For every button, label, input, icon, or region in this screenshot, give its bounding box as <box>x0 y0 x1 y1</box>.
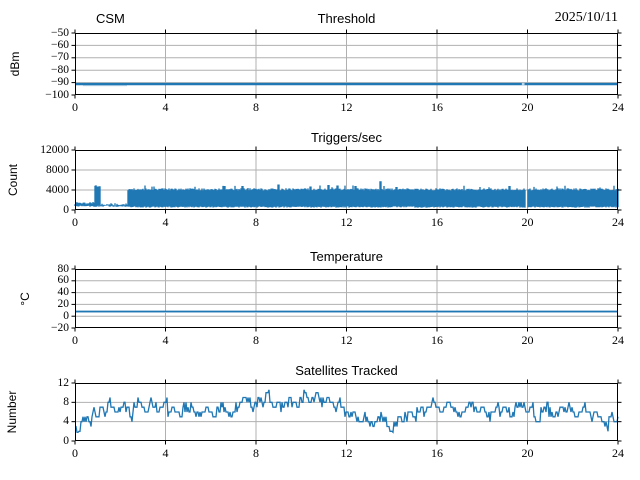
x-tick-label: 12 <box>340 446 353 460</box>
x-tick-label: 16 <box>431 446 443 460</box>
x-tick-label: 0 <box>72 100 78 114</box>
x-tick-label: 8 <box>253 446 259 460</box>
plot3-title: Temperature <box>310 249 383 264</box>
x-tick-label: 20 <box>521 333 534 347</box>
y-tick-label: 4 <box>63 415 69 428</box>
y-tick-label: 12 <box>57 376 70 389</box>
y-tick-label: −50 <box>51 26 69 39</box>
x-tick-label: 4 <box>162 100 169 114</box>
y-tick-label: 8 <box>63 395 69 408</box>
y-tick-label: −90 <box>51 76 69 89</box>
x-tick-label: 12 <box>340 100 353 114</box>
y-tick-label: −80 <box>51 63 69 76</box>
x-tick-label: 24 <box>612 215 624 229</box>
y-tick-label: 8000 <box>46 163 69 176</box>
x-tick-label: 8 <box>253 100 259 114</box>
y-tick-label: 80 <box>57 262 70 275</box>
y-tick-label: 0 <box>63 434 69 447</box>
x-tick-label: 16 <box>431 215 443 229</box>
x-tick-label: 0 <box>72 215 78 229</box>
plot2-title: Triggers/sec <box>310 130 383 145</box>
x-tick-label: 8 <box>253 215 259 229</box>
plot4-title: Satellites Tracked <box>295 363 398 378</box>
x-tick-label: 0 <box>72 333 78 347</box>
y-tick-label: 40 <box>57 286 70 299</box>
y-tick-label: −20 <box>51 321 69 334</box>
x-tick-label: 4 <box>162 333 169 347</box>
x-tick-label: 4 <box>162 215 169 229</box>
y-tick-label: 12000 <box>40 143 69 156</box>
x-tick-label: 16 <box>431 100 443 114</box>
x-tick-label: 24 <box>612 333 624 347</box>
x-tick-label: 24 <box>612 446 624 460</box>
x-tick-label: 24 <box>612 100 624 114</box>
plot2-ylabel: Count <box>6 163 20 197</box>
y-tick-label: −100 <box>45 88 69 101</box>
x-tick-label: 20 <box>521 446 534 460</box>
plot1-ylabel: dBm <box>8 51 22 77</box>
x-tick-label: 8 <box>253 333 259 347</box>
left-title: CSM <box>96 11 125 26</box>
x-tick-label: 4 <box>162 446 169 460</box>
x-tick-label: 20 <box>521 215 534 229</box>
plot4-ylabel: Number <box>5 390 19 434</box>
x-tick-label: 12 <box>340 333 353 347</box>
plot1-title: Threshold <box>317 11 376 26</box>
date-label: 2025/10/11 <box>554 10 618 25</box>
y-tick-label: −60 <box>51 38 69 51</box>
y-tick-label: −70 <box>51 51 69 64</box>
y-tick-label: 20 <box>57 297 70 310</box>
x-tick-label: 0 <box>72 446 78 460</box>
y-tick-label: 60 <box>57 274 70 287</box>
x-tick-label: 20 <box>521 100 534 114</box>
y-tick-label: 0 <box>63 309 69 322</box>
x-tick-label: 12 <box>340 215 353 229</box>
x-tick-label: 16 <box>431 333 443 347</box>
y-tick-label: 0 <box>63 203 69 216</box>
y-tick-label: 4000 <box>46 183 69 196</box>
